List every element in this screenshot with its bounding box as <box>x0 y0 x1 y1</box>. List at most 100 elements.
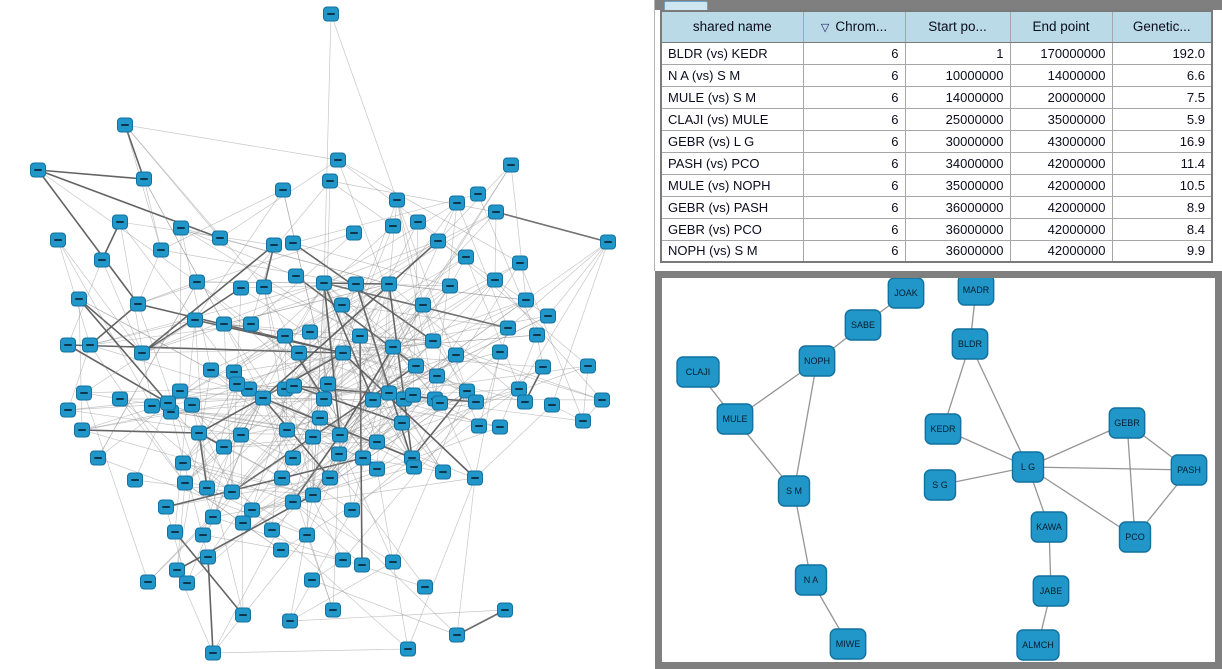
table-cell[interactable]: 6 <box>802 151 906 175</box>
node-NOPH[interactable]: NOPH <box>798 345 836 377</box>
node-JABE[interactable]: JABE <box>1032 575 1070 607</box>
table-cell[interactable]: 7.5 <box>1111 85 1213 109</box>
network-node[interactable] <box>511 381 527 397</box>
node-CLAJI[interactable]: CLAJI <box>676 356 720 388</box>
table-cell[interactable]: GEBR (vs) PCO <box>660 217 804 241</box>
table-row[interactable]: MULE (vs) S M 6 14000000 20000000 7.5 <box>660 85 1213 109</box>
network-node[interactable] <box>492 344 508 360</box>
table-cell[interactable]: 6 <box>802 85 906 109</box>
table-row[interactable]: CLAJI (vs) MULE 6 25000000 35000000 5.9 <box>660 107 1213 131</box>
column-header-chromosome[interactable]: ▽ Chrom... <box>802 10 906 43</box>
network-node[interactable] <box>369 461 385 477</box>
network-node[interactable] <box>130 296 146 312</box>
network-node[interactable] <box>540 308 556 324</box>
network-node[interactable] <box>600 234 616 250</box>
table-cell[interactable]: 6 <box>802 63 906 87</box>
network-node[interactable] <box>302 324 318 340</box>
network-node[interactable] <box>435 464 451 480</box>
network-node[interactable] <box>233 280 249 296</box>
table-cell[interactable]: 36000000 <box>904 239 1011 263</box>
network-node[interactable] <box>177 475 193 491</box>
network-node[interactable] <box>344 502 360 518</box>
network-node[interactable] <box>90 450 106 466</box>
network-node[interactable] <box>74 422 90 438</box>
table-row[interactable]: N A (vs) S M 6 10000000 14000000 6.6 <box>660 63 1213 87</box>
network-node[interactable] <box>191 425 207 441</box>
network-node[interactable] <box>529 327 545 343</box>
network-node[interactable] <box>224 484 240 500</box>
network-node[interactable] <box>365 392 381 408</box>
table-cell[interactable]: 9.9 <box>1111 239 1213 263</box>
network-node[interactable] <box>381 385 397 401</box>
network-node[interactable] <box>352 328 368 344</box>
network-node[interactable] <box>544 397 560 413</box>
node-N-A[interactable]: N A <box>794 564 828 596</box>
network-node[interactable] <box>199 480 215 496</box>
table-row[interactable]: MULE (vs) NOPH 6 35000000 42000000 10.5 <box>660 173 1213 197</box>
network-node[interactable] <box>432 395 448 411</box>
network-node[interactable] <box>400 641 416 657</box>
network-node[interactable] <box>205 645 221 661</box>
table-cell[interactable]: 36000000 <box>904 195 1011 219</box>
table-cell[interactable]: 8.9 <box>1111 195 1213 219</box>
table-row[interactable]: GEBR (vs) PCO 6 36000000 42000000 8.4 <box>660 217 1213 241</box>
network-node[interactable] <box>405 387 421 403</box>
network-node[interactable] <box>244 502 260 518</box>
network-node[interactable] <box>266 237 282 253</box>
network-node[interactable] <box>275 182 291 198</box>
network-node[interactable] <box>488 204 504 220</box>
network-node[interactable] <box>335 552 351 568</box>
network-node[interactable] <box>430 233 446 249</box>
table-cell[interactable]: 6 <box>802 41 906 65</box>
node-BLDR[interactable]: BLDR <box>951 328 989 360</box>
table-cell[interactable]: 10.5 <box>1111 173 1213 197</box>
node-GEBR[interactable]: GEBR <box>1108 407 1146 439</box>
network-node[interactable] <box>492 419 508 435</box>
network-node[interactable] <box>82 337 98 353</box>
network-view-main[interactable] <box>0 0 655 669</box>
network-node[interactable] <box>497 602 513 618</box>
table-cell[interactable]: 16.9 <box>1111 129 1213 153</box>
table-cell[interactable]: 35000000 <box>1009 107 1113 131</box>
network-node[interactable] <box>354 557 370 573</box>
network-node[interactable] <box>346 225 362 241</box>
network-node[interactable] <box>331 446 347 462</box>
table-cell[interactable]: 1 <box>904 41 1011 65</box>
network-node[interactable] <box>205 509 221 525</box>
network-node[interactable] <box>153 242 169 258</box>
network-node[interactable] <box>274 470 290 486</box>
network-node[interactable] <box>335 345 351 361</box>
table-cell[interactable]: 30000000 <box>904 129 1011 153</box>
network-node[interactable] <box>127 472 143 488</box>
table-cell[interactable]: 20000000 <box>1009 85 1113 109</box>
network-node[interactable] <box>285 450 301 466</box>
table-cell[interactable]: 36000000 <box>904 217 1011 241</box>
network-node[interactable] <box>305 487 321 503</box>
network-node[interactable] <box>442 278 458 294</box>
table-cell[interactable]: PASH (vs) PCO <box>660 151 804 175</box>
network-node[interactable] <box>305 429 321 445</box>
table-row[interactable]: PASH (vs) PCO 6 34000000 42000000 11.4 <box>660 151 1213 175</box>
table-cell[interactable]: 10000000 <box>904 63 1011 87</box>
network-node[interactable] <box>449 627 465 643</box>
network-node[interactable] <box>517 394 533 410</box>
network-node[interactable] <box>334 297 350 313</box>
node-PASH[interactable]: PASH <box>1170 454 1208 486</box>
network-node[interactable] <box>348 276 364 292</box>
network-node[interactable] <box>323 6 339 22</box>
network-node[interactable] <box>136 171 152 187</box>
table-cell[interactable]: 11.4 <box>1111 151 1213 175</box>
node-MULE[interactable]: MULE <box>716 403 754 435</box>
network-node[interactable] <box>322 173 338 189</box>
table-cell[interactable]: MULE (vs) NOPH <box>660 173 804 197</box>
table-cell[interactable]: 43000000 <box>1009 129 1113 153</box>
network-node[interactable] <box>160 395 176 411</box>
network-node[interactable] <box>316 391 332 407</box>
network-node[interactable] <box>235 607 251 623</box>
table-cell[interactable]: 25000000 <box>904 107 1011 131</box>
table-cell[interactable]: 34000000 <box>904 151 1011 175</box>
network-node[interactable] <box>189 274 205 290</box>
network-node[interactable] <box>575 413 591 429</box>
network-view-sub[interactable]: JOAK MADR SABE NOPH CLAJI BLDR MULE KEDR GEBR L G… <box>655 271 1222 669</box>
node-JOAK[interactable]: JOAK <box>887 278 925 309</box>
